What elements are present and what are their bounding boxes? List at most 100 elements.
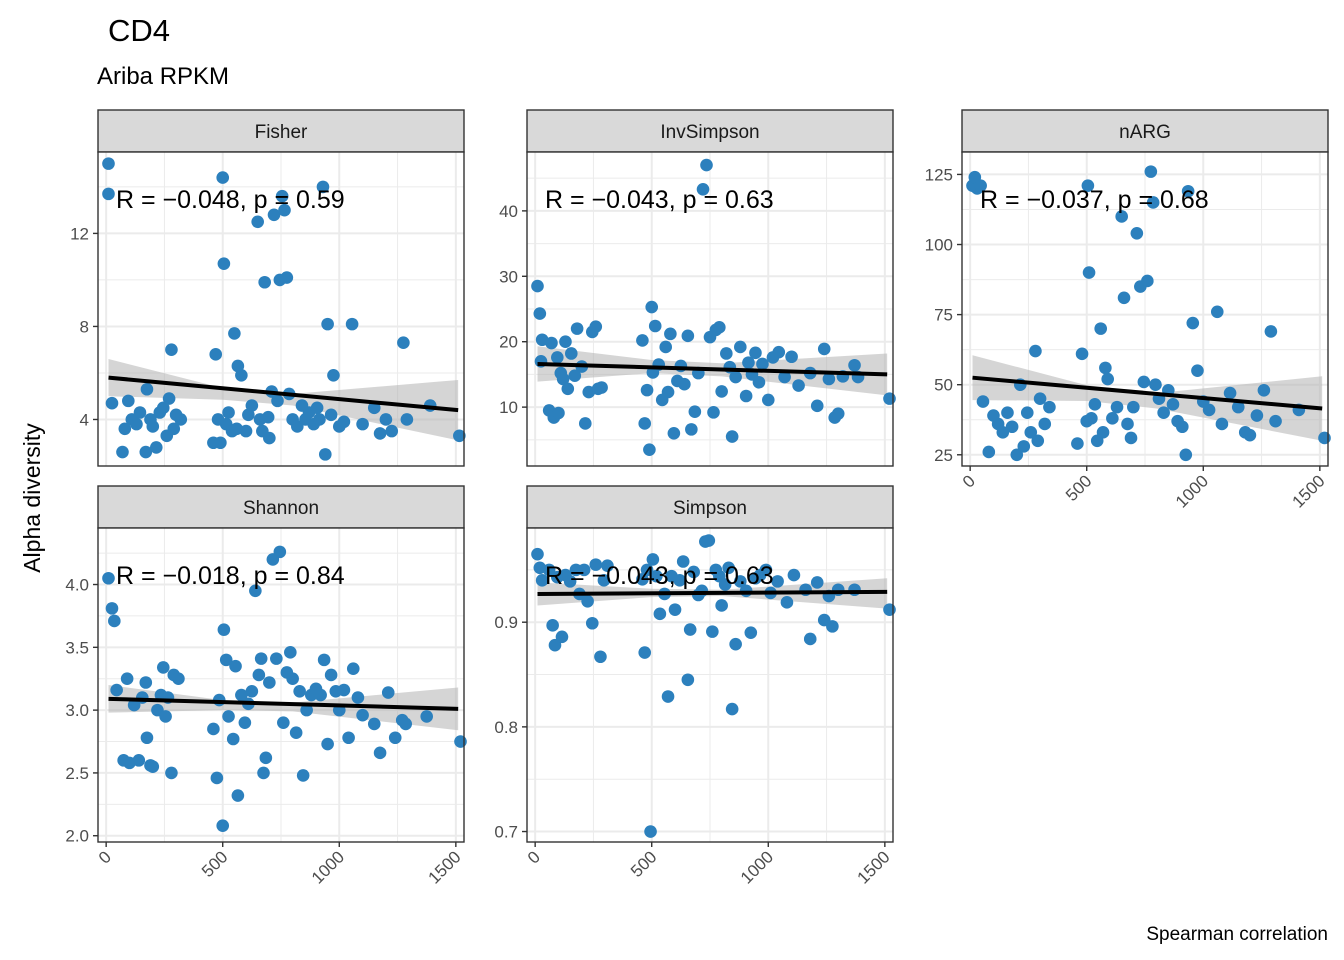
x-tick-label: 0 bbox=[524, 847, 544, 867]
data-point bbox=[1179, 448, 1193, 462]
data-point bbox=[120, 672, 134, 686]
data-point bbox=[314, 688, 327, 702]
data-point bbox=[251, 215, 264, 229]
data-point bbox=[1001, 406, 1014, 420]
correlation-annotation: R = −0.018, p = 0.84 bbox=[116, 562, 345, 590]
data-point bbox=[1075, 347, 1089, 361]
facet-fisher: Fisher 4 8 12 R = −0.048, p = 0.59 bbox=[70, 109, 466, 467]
data-point bbox=[367, 401, 381, 415]
data-point bbox=[810, 399, 824, 413]
data-point bbox=[681, 673, 695, 687]
data-point bbox=[589, 558, 603, 571]
data-point bbox=[713, 321, 726, 334]
data-point bbox=[267, 208, 281, 222]
data-point bbox=[273, 545, 287, 559]
data-point bbox=[848, 358, 861, 372]
data-point bbox=[548, 638, 562, 652]
data-point bbox=[275, 189, 289, 203]
data-points bbox=[102, 545, 467, 832]
data-point bbox=[217, 623, 231, 637]
data-point bbox=[546, 619, 559, 632]
data-point bbox=[321, 317, 334, 331]
x-tick-label: 1500 bbox=[853, 847, 893, 887]
data-point bbox=[718, 578, 732, 591]
facet-strip-label: InvSimpson bbox=[660, 122, 759, 143]
data-point bbox=[1269, 414, 1282, 428]
panel-border bbox=[97, 527, 465, 843]
data-point bbox=[239, 424, 253, 438]
data-point bbox=[149, 441, 163, 454]
data-point bbox=[803, 632, 817, 646]
data-point bbox=[578, 417, 592, 430]
data-point bbox=[139, 445, 153, 459]
data-point bbox=[707, 406, 720, 419]
y-tick-label: 2.0 bbox=[65, 827, 89, 846]
y-tick-label: 0.9 bbox=[494, 613, 518, 632]
data-point bbox=[133, 406, 147, 419]
data-point bbox=[681, 329, 695, 343]
y-tick-label: 2.5 bbox=[65, 764, 89, 783]
data-point bbox=[1081, 179, 1095, 192]
data-point bbox=[214, 436, 227, 450]
data-point bbox=[817, 342, 831, 356]
facet-strip bbox=[526, 109, 894, 153]
data-point bbox=[284, 646, 297, 659]
data-point bbox=[216, 171, 230, 184]
y-tick-label: 50 bbox=[934, 376, 953, 395]
data-point bbox=[976, 395, 990, 408]
facet-panels: Fisher 4 8 12 R = −0.048, p = 0.59 InvSimpson… bbox=[65, 109, 1331, 888]
trend-line bbox=[108, 696, 459, 711]
data-point bbox=[399, 717, 413, 731]
data-point bbox=[1264, 325, 1278, 338]
data-point bbox=[1071, 437, 1084, 450]
data-point bbox=[661, 690, 675, 703]
data-point bbox=[140, 382, 154, 396]
data-point bbox=[1144, 165, 1158, 178]
data-point bbox=[110, 683, 123, 697]
panel-border bbox=[961, 151, 1329, 467]
x-tick-label: 0 bbox=[95, 847, 115, 867]
facet-strip bbox=[97, 485, 465, 529]
data-point bbox=[570, 322, 584, 335]
plot-subtitle: Ariba RPKM bbox=[97, 63, 229, 90]
facet-strip bbox=[526, 485, 894, 529]
data-point bbox=[210, 771, 224, 785]
data-point bbox=[1010, 448, 1024, 462]
data-point bbox=[1101, 372, 1115, 386]
data-point bbox=[1117, 291, 1131, 305]
y-tick-label: 0.8 bbox=[494, 718, 518, 737]
data-point bbox=[313, 413, 326, 426]
data-point bbox=[146, 420, 160, 433]
data-point bbox=[379, 413, 393, 426]
facet-strip-label: nARG bbox=[1119, 122, 1171, 143]
data-point bbox=[542, 563, 556, 577]
facet-strip-label: Simpson bbox=[673, 498, 747, 519]
facet-shannon: Shannon 2.0 2.5 3.0 3.5 4.0 0 500 1000 1500 R = −0… bbox=[65, 485, 467, 888]
data-point bbox=[1031, 434, 1045, 448]
data-point bbox=[385, 424, 399, 438]
data-point bbox=[638, 646, 652, 659]
y-tick-label: 20 bbox=[499, 333, 518, 352]
data-point bbox=[581, 594, 594, 608]
data-point bbox=[102, 187, 115, 201]
data-point bbox=[254, 652, 268, 665]
facet-strip-label: Fisher bbox=[255, 122, 308, 143]
data-point bbox=[316, 180, 330, 194]
data-point bbox=[761, 393, 775, 407]
data-point bbox=[337, 415, 351, 429]
trend-line bbox=[537, 361, 888, 377]
facet-strip bbox=[961, 109, 1329, 153]
facet-strip bbox=[97, 109, 465, 153]
data-point bbox=[162, 392, 176, 405]
data-point bbox=[772, 345, 786, 359]
data-point bbox=[1124, 431, 1138, 445]
data-point bbox=[278, 203, 291, 217]
data-point bbox=[356, 417, 369, 431]
x-tick-label: 500 bbox=[1062, 471, 1095, 504]
data-point bbox=[207, 722, 220, 736]
y-tick-label: 125 bbox=[925, 165, 953, 184]
x-tick-label: 1000 bbox=[308, 847, 348, 887]
data-point bbox=[235, 368, 248, 382]
data-point bbox=[644, 825, 657, 838]
data-point bbox=[744, 626, 758, 639]
